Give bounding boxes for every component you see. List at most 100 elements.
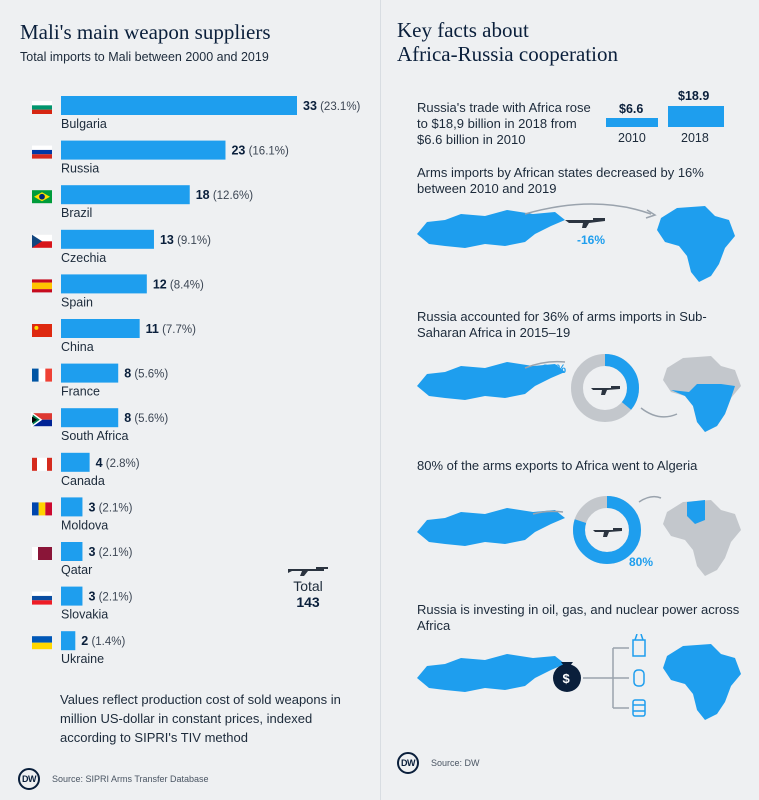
arrow-icon — [640, 407, 678, 418]
share-donut-arc — [573, 496, 641, 564]
flag-icon-brazil — [32, 190, 52, 204]
flag-icon-russia — [32, 145, 52, 159]
bar-value-label: 4 (2.8%) — [96, 456, 140, 470]
dw-logo: DW — [397, 752, 419, 774]
fact-arms-decline-text: Arms imports by African states decreased… — [417, 165, 704, 196]
svg-text:$: $ — [563, 671, 571, 686]
flag-icon-moldova — [32, 502, 52, 516]
africa-map-icon — [663, 356, 741, 432]
rifle-icon — [288, 567, 328, 576]
bar-value-label: 3 (2.1%) — [88, 545, 132, 559]
fact-algeria-text: 80% of the arms exports to Africa went t… — [417, 458, 698, 473]
category-label: Czechia — [61, 251, 106, 265]
oil-barrel-icon — [632, 699, 646, 717]
category-label: Slovakia — [61, 608, 108, 622]
bar-value-label: 3 (2.1%) — [88, 590, 132, 604]
algeria-pct: 80% — [629, 555, 653, 569]
subsaharan-graphic: 36% — [417, 354, 741, 432]
category-label: Brazil — [61, 206, 92, 220]
category-label: China — [61, 340, 94, 354]
bar-south-africa — [61, 408, 119, 428]
arrow-icon — [638, 495, 662, 503]
facts-title-line2: Africa-Russia cooperation — [397, 42, 619, 66]
flag-icon-ukraine — [32, 636, 52, 650]
rifle-icon — [591, 386, 620, 395]
bar-brazil — [61, 185, 190, 205]
gas-tank-icon — [633, 669, 645, 687]
bar-ukraine — [61, 631, 76, 651]
flag-icon-south-africa — [31, 411, 52, 428]
flag-icon-qatar — [32, 547, 52, 560]
decline-pct: -16% — [577, 233, 605, 247]
bar-value-label: 2 (1.4%) — [81, 634, 125, 648]
flag-icon-france — [32, 368, 52, 382]
bar-value-label: 18 (12.6%) — [196, 188, 254, 202]
trade-2018-year: 2018 — [681, 131, 709, 145]
fact-trade-text: Russia's trade with Africa rose to $18,9… — [417, 100, 591, 147]
flag-icon-czechia — [32, 234, 52, 248]
category-label: France — [61, 385, 100, 399]
methodology-note: Values reflect production cost of sold w… — [60, 692, 341, 745]
bar-canada — [61, 452, 90, 472]
russia-map-icon — [417, 210, 565, 248]
total-box: Total 143 — [282, 578, 334, 610]
russia-map-icon — [417, 362, 565, 400]
share-donut-arc — [571, 354, 639, 422]
facts-title-line1: Key facts about — [397, 18, 529, 42]
left-footer: DW Source: SIPRI Arms Transfer Database — [18, 768, 209, 790]
algeria-graphic: 80% — [417, 495, 741, 576]
bar-spain — [61, 274, 147, 294]
bar-value-label: 11 (7.7%) — [146, 322, 196, 336]
africa-map-icon — [657, 206, 735, 282]
total-value: 143 — [296, 594, 320, 610]
bar-bulgaria — [61, 96, 297, 115]
total-label: Total — [293, 578, 323, 594]
flag-icon-canada — [32, 457, 52, 471]
source-text: Source: DW — [431, 758, 480, 768]
category-label: Moldova — [61, 518, 108, 532]
category-label: Ukraine — [61, 652, 104, 666]
africa-map-icon — [663, 644, 741, 720]
bar-france — [61, 363, 119, 383]
bar-value-label: 8 (5.6%) — [124, 411, 168, 425]
rifle-icon — [565, 218, 605, 228]
source-text: Source: SIPRI Arms Transfer Database — [52, 774, 209, 784]
chart-title: Mali's main weapon suppliers — [20, 20, 271, 44]
arrow-icon — [524, 360, 566, 369]
bar-value-label: 13 (9.1%) — [160, 233, 211, 247]
arrow-icon — [583, 647, 629, 709]
dw-logo: DW — [18, 768, 40, 790]
flag-icon-slovakia — [32, 591, 52, 605]
subsaharan-pct: 36% — [542, 362, 566, 376]
bar-value-label: 33 (23.1%) — [303, 99, 361, 113]
arrow-icon — [524, 203, 652, 215]
russia-map-icon — [417, 654, 565, 692]
left-panel: Mali's main weapon suppliers Total impor… — [0, 0, 378, 800]
fact-investment-text: Russia is investing in oil, gas, and nuc… — [417, 602, 740, 633]
nuclear-plant-icon — [632, 634, 646, 657]
chart-subtitle: Total imports to Mali between 2000 and 2… — [20, 50, 269, 64]
investment-graphic: $ — [417, 634, 741, 720]
category-label: South Africa — [61, 429, 128, 443]
bar-russia — [61, 140, 226, 160]
trade-2018-bar — [668, 106, 724, 127]
bar-china — [61, 319, 140, 338]
category-label: Canada — [61, 474, 105, 488]
rifle-icon — [593, 528, 622, 537]
trade-2018-value: $18.9 — [678, 89, 710, 103]
flag-icon-bulgaria — [32, 101, 52, 114]
africa-map-icon — [663, 500, 741, 576]
trade-2010-value: $6.6 — [619, 102, 644, 116]
flag-icon-spain — [32, 279, 52, 293]
bar-czechia — [61, 229, 154, 249]
bar-value-label: 23 (16.1%) — [231, 144, 289, 158]
bar-qatar — [61, 542, 83, 561]
category-label: Spain — [61, 295, 93, 309]
money-bag-icon: $ — [553, 662, 581, 692]
flag-icon-china — [32, 324, 52, 337]
fact-subsaharan-text: Russia accounted for 36% of arms imports… — [417, 309, 707, 340]
trade-2010-year: 2010 — [618, 131, 646, 145]
right-panel: Key facts about Africa-Russia cooperatio… — [380, 0, 759, 800]
bar-value-label: 8 (5.6%) — [124, 367, 168, 381]
trade-2010-bar — [606, 118, 658, 127]
